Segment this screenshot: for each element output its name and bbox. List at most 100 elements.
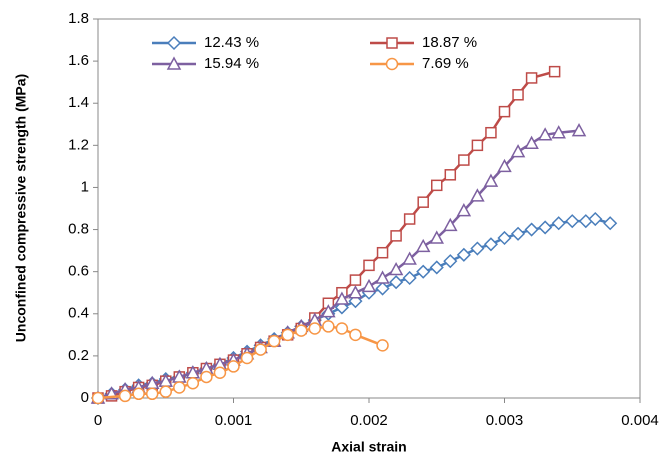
marker <box>375 281 390 296</box>
marker <box>551 216 566 231</box>
marker <box>402 270 417 286</box>
marker <box>551 125 566 139</box>
marker <box>334 291 350 305</box>
marker <box>389 275 404 290</box>
marker <box>403 213 416 225</box>
x-tick-label: 0 <box>94 412 102 429</box>
marker <box>510 226 526 241</box>
x-tick-label: 0.002 <box>350 412 388 429</box>
marker <box>431 179 443 192</box>
marker <box>416 264 431 279</box>
marker <box>321 304 336 318</box>
marker <box>429 230 445 244</box>
legend-label: 12.43 % <box>204 34 259 51</box>
marker <box>417 196 429 208</box>
marker <box>118 389 132 403</box>
marker <box>376 339 389 352</box>
marker <box>376 246 389 259</box>
marker <box>537 127 553 141</box>
marker <box>254 343 267 356</box>
marker <box>186 377 200 390</box>
legend-label: 7.69 % <box>422 55 469 72</box>
marker <box>349 274 362 286</box>
y-tick-label: 1.2 <box>68 136 89 153</box>
marker <box>548 65 561 78</box>
legend-label: 18.87 % <box>422 34 477 51</box>
marker <box>456 247 471 262</box>
marker <box>322 320 335 333</box>
series-line <box>97 217 611 400</box>
marker <box>375 270 390 284</box>
marker <box>565 214 580 229</box>
marker <box>363 259 375 272</box>
y-tick-label: 1 <box>81 178 89 195</box>
marker <box>510 144 526 158</box>
marker <box>348 285 363 299</box>
marker <box>603 216 618 231</box>
marker <box>458 154 470 166</box>
marker <box>159 385 172 398</box>
marker <box>132 387 145 401</box>
marker <box>281 328 294 342</box>
marker <box>524 135 539 149</box>
marker <box>456 203 472 217</box>
marker <box>267 334 281 348</box>
marker <box>538 220 553 235</box>
marker <box>443 217 458 232</box>
marker <box>497 230 512 246</box>
marker <box>349 328 362 342</box>
marker <box>512 89 524 101</box>
marker <box>200 370 213 384</box>
marker <box>444 169 457 181</box>
series-line <box>97 70 555 400</box>
marker <box>402 251 417 265</box>
marker <box>335 322 349 335</box>
x-tick-label: 0.004 <box>621 412 659 429</box>
y-tick-label: 1.4 <box>68 94 89 111</box>
x-tick-label: 0.003 <box>486 412 524 429</box>
y-tick-label: 1.6 <box>68 52 89 69</box>
marker <box>571 123 587 137</box>
marker <box>578 214 593 229</box>
marker <box>388 261 404 276</box>
legend-label: 15.94 % <box>204 55 259 72</box>
y-tick-label: 0.2 <box>68 347 89 364</box>
marker <box>524 222 539 237</box>
legend-marker <box>166 35 182 51</box>
marker <box>390 230 402 242</box>
marker <box>497 158 512 173</box>
legend-marker <box>385 57 399 71</box>
marker <box>295 324 308 337</box>
marker <box>470 241 485 256</box>
marker <box>173 381 186 394</box>
marker <box>498 105 511 118</box>
y-tick-label: 1.8 <box>68 10 89 27</box>
marker <box>415 238 431 253</box>
marker <box>227 360 240 373</box>
marker <box>443 254 458 269</box>
marker <box>588 211 603 227</box>
marker <box>429 260 444 275</box>
marker <box>483 237 499 252</box>
marker <box>485 126 497 139</box>
marker <box>361 278 377 293</box>
marker <box>213 366 227 379</box>
marker <box>483 173 499 187</box>
y-tick-label: 0.4 <box>68 305 89 322</box>
legend-marker <box>386 37 398 49</box>
y-tick-label: 0.6 <box>68 263 89 280</box>
marker <box>525 72 538 84</box>
x-tick-label: 0.001 <box>215 412 253 429</box>
marker <box>470 188 485 202</box>
marker <box>471 139 484 152</box>
y-axis-label: Unconfined compressive strength (MPa) <box>13 74 29 342</box>
y-tick-label: 0 <box>81 389 89 406</box>
marker <box>308 322 322 335</box>
x-axis-label: Axial strain <box>331 439 406 455</box>
legend-marker <box>166 56 182 70</box>
marker <box>145 387 159 401</box>
marker <box>240 351 254 365</box>
marker <box>91 391 105 405</box>
y-tick-label: 0.8 <box>68 221 89 238</box>
